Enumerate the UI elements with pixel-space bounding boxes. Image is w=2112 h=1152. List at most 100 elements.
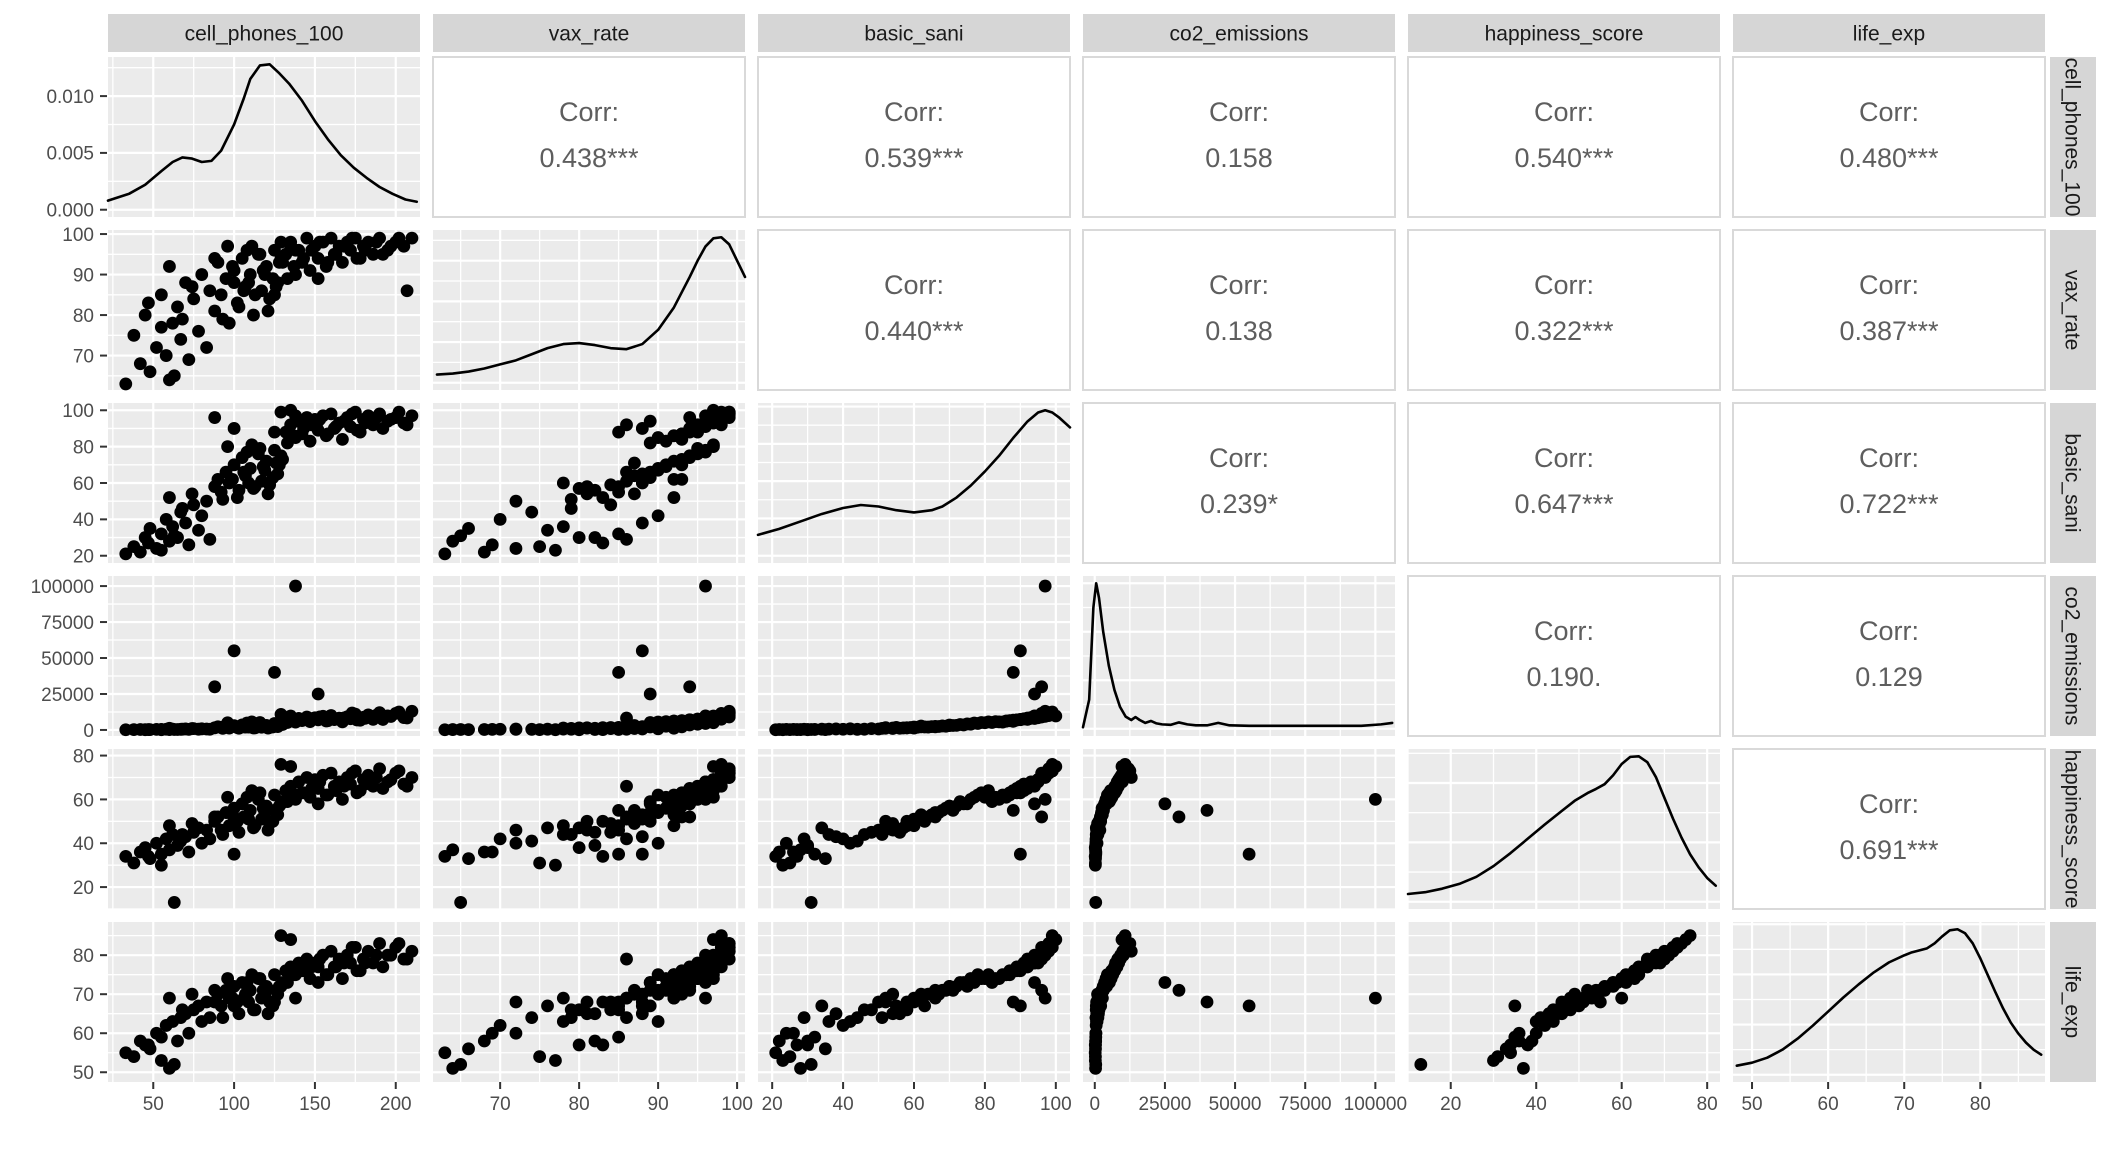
strip-right-happiness_score: happiness_score [2060, 750, 2083, 909]
corr-value: 0.722*** [1839, 489, 1939, 519]
scatter-panel-life_exp-vs-vax_rate [433, 922, 745, 1082]
corr-panel-cell_phones_100-vax_rate: Corr: 0.438*** [432, 56, 746, 218]
scatter-panel-life_exp-vs-basic_sani [758, 922, 1070, 1082]
corr-label: Corr: [884, 97, 944, 127]
y-tick-label: 100 [62, 225, 94, 246]
x-tick-label: 60 [1818, 1094, 1839, 1115]
corr-label: Corr: [1859, 97, 1919, 127]
corr-panel-cell_phones_100-co2_emissions: Corr: 0.158 [1082, 56, 1396, 218]
y-tick-label: 0.005 [46, 144, 94, 165]
density-panel-happiness_score [1406, 749, 1720, 909]
y-tick-label: 50 [73, 1063, 94, 1084]
y-tick-label: 0.010 [46, 87, 94, 108]
density-curve-co2_emissions [1081, 581, 1394, 729]
scatter-panel-life_exp-vs-happiness_score [1407, 922, 1720, 1082]
density-curve-happiness_score [1406, 754, 1718, 896]
corr-label: Corr: [1859, 270, 1919, 300]
y-tick-label: 0 [83, 721, 94, 742]
x-tick-label: 80 [569, 1094, 590, 1115]
density-curve-life_exp [1735, 927, 2043, 1067]
y-tick-label: 70 [73, 985, 94, 1006]
corr-label: Corr: [1209, 443, 1269, 473]
x-tick-label: 60 [1611, 1094, 1632, 1115]
strip-right-life_exp: life_exp [2060, 966, 2083, 1038]
x-tick-label: 50 [1741, 1094, 1762, 1115]
y-axis: 0.000 0.005 0.010 70 80 90 100 20 40 60 80 100 0 2500… [31, 87, 107, 1084]
strip-right-basic_sani: basic_sani [2060, 433, 2083, 532]
corr-panel-basic_sani-co2_emissions: Corr: 0.239* [1082, 402, 1396, 564]
corr-panel-cell_phones_100-basic_sani: Corr: 0.539*** [757, 56, 1071, 218]
x-tick-label: 90 [648, 1094, 669, 1115]
x-tick-label: 100000 [1344, 1094, 1407, 1115]
corr-value: 0.190. [1526, 662, 1601, 692]
corr-panel-co2_emissions-life_exp: Corr: 0.129 [1732, 575, 2046, 737]
x-tick-label: 150 [299, 1094, 331, 1115]
corr-value: 0.438*** [539, 143, 639, 173]
density-curve-vax_rate [435, 235, 747, 376]
x-tick-label: 100 [218, 1094, 250, 1115]
strip-right-vax_rate: vax_rate [2060, 270, 2083, 351]
x-tick-label: 200 [380, 1094, 412, 1115]
strip-top-basic_sani: basic_sani [864, 23, 963, 46]
corr-value: 0.539*** [864, 143, 964, 173]
y-tick-label: 40 [73, 510, 94, 531]
scatter-panel-life_exp-vs-co2_emissions [1083, 922, 1395, 1082]
scatter-panel-happiness_score-vs-basic_sani [758, 749, 1070, 910]
corr-value: 0.158 [1205, 143, 1273, 173]
corr-label: Corr: [559, 97, 619, 127]
x-axis: 50 100 150 200 70 80 90 100 20 40 60 80 100 0 25000 500… [143, 1082, 1991, 1115]
corr-label: Corr: [1859, 443, 1919, 473]
corr-panel-happiness_score-life_exp: Corr: 0.691*** [1732, 748, 2046, 910]
x-tick-label: 20 [762, 1094, 783, 1115]
x-tick-label: 70 [490, 1094, 511, 1115]
x-tick-label: 25000 [1139, 1094, 1192, 1115]
corr-panel-vax_rate-life_exp: Corr: 0.387*** [1732, 229, 2046, 391]
scatter-panel-basic_sani-vs-vax_rate [433, 403, 745, 563]
density-panel-basic_sani [756, 403, 1072, 563]
strip-top-vax_rate: vax_rate [549, 23, 630, 46]
strip-top-happiness_score: happiness_score [1485, 23, 1644, 46]
y-tick-label: 100000 [31, 577, 94, 598]
corr-value: 0.647*** [1514, 489, 1614, 519]
y-tick-label: 80 [73, 946, 94, 967]
scatter-panel-happiness_score-vs-vax_rate [433, 749, 745, 910]
corr-panel-co2_emissions-happiness_score: Corr: 0.190. [1407, 575, 1721, 737]
corr-value: 0.129 [1855, 662, 1923, 692]
y-tick-label: 20 [73, 547, 94, 568]
scatter-panel-life_exp-vs-cell_phones_100 [108, 922, 420, 1082]
corr-value: 0.138 [1205, 316, 1273, 346]
corr-value: 0.387*** [1839, 316, 1939, 346]
corr-label: Corr: [1534, 97, 1594, 127]
corr-value: 0.440*** [864, 316, 964, 346]
corr-value: 0.480*** [1839, 143, 1939, 173]
corr-label: Corr: [884, 270, 944, 300]
x-tick-label: 50 [143, 1094, 164, 1115]
corr-label: Corr: [1534, 616, 1594, 646]
scatter-panel-basic_sani-vs-cell_phones_100 [108, 403, 420, 563]
y-tick-label: 20 [73, 878, 94, 899]
y-tick-label: 70 [73, 346, 94, 367]
strip-top-cell_phones_100: cell_phones_100 [185, 23, 344, 46]
density-panel-cell_phones_100 [106, 57, 420, 217]
y-tick-label: 90 [73, 265, 94, 286]
y-tick-label: 80 [73, 746, 94, 767]
density-panel-life_exp [1733, 922, 2045, 1082]
density-panel-vax_rate [433, 230, 747, 390]
corr-label: Corr: [1534, 443, 1594, 473]
density-curve-basic_sani [756, 408, 1072, 537]
scatter-panel-happiness_score-vs-cell_phones_100 [108, 749, 420, 910]
corr-panel-cell_phones_100-happiness_score: Corr: 0.540*** [1407, 56, 1721, 218]
strip-top-co2_emissions: co2_emissions [1170, 23, 1309, 46]
corr-label: Corr: [1859, 616, 1919, 646]
scatter-panel-co2_emissions-vs-cell_phones_100 [108, 576, 420, 737]
corr-value: 0.540*** [1514, 143, 1614, 173]
corr-panel-vax_rate-happiness_score: Corr: 0.322*** [1407, 229, 1721, 391]
density-panel-co2_emissions [1081, 576, 1395, 736]
corr-value: 0.239* [1200, 489, 1279, 519]
corr-panel-vax_rate-co2_emissions: Corr: 0.138 [1082, 229, 1396, 391]
x-tick-label: 100 [1040, 1094, 1072, 1115]
x-tick-label: 80 [1970, 1094, 1991, 1115]
corr-label: Corr: [1209, 270, 1269, 300]
